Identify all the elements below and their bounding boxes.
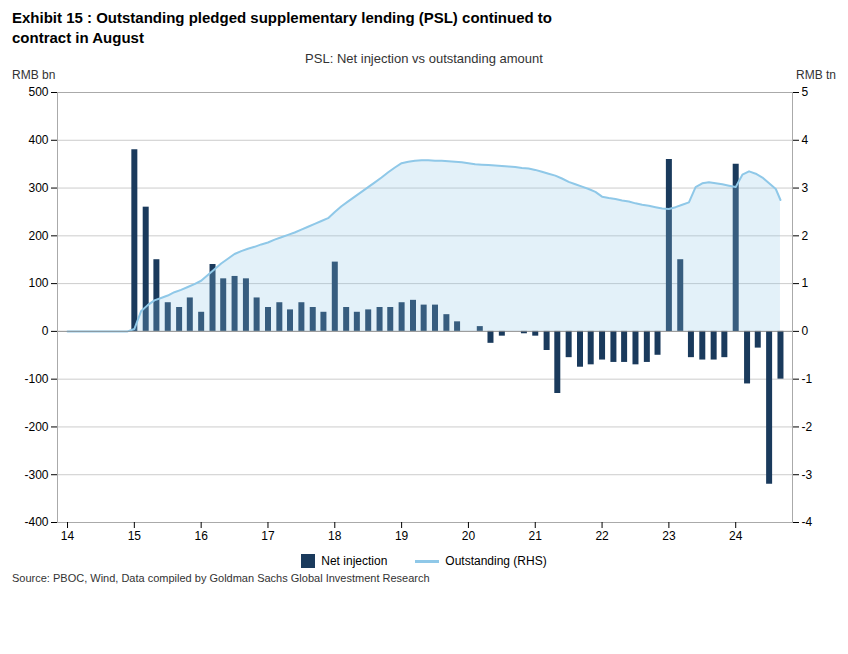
svg-text:1: 1 (802, 276, 809, 290)
svg-text:24: 24 (729, 529, 743, 543)
svg-text:2: 2 (802, 229, 809, 243)
svg-text:-100: -100 (24, 372, 48, 386)
svg-text:500: 500 (28, 85, 48, 99)
svg-text:3: 3 (802, 181, 809, 195)
svg-text:-200: -200 (24, 420, 48, 434)
svg-text:19: 19 (395, 529, 409, 543)
html-text:Source: PBOC, Wind, Data compi: Source: PBOC, Wind, Data compiled by Gol… (12, 572, 430, 584)
svg-text:400: 400 (28, 133, 48, 147)
html-text:Exhibit 15 : Outstanding pledg: Exhibit 15 : Outstanding pledged supplem… (12, 9, 552, 46)
html-text:Outstanding (RHS): Outstanding (RHS) (445, 554, 547, 568)
html-text:Net injection: Net injection (321, 554, 388, 568)
html-text:RMB tn: RMB tn (796, 68, 836, 82)
html-text:PSL: Net injection vs outstand: PSL: Net injection vs outstanding amount (305, 51, 543, 66)
svg-text:15: 15 (128, 529, 142, 543)
svg-text:21: 21 (529, 529, 543, 543)
svg-text:-300: -300 (24, 468, 48, 482)
svg-text:23: 23 (662, 529, 676, 543)
svg-text:-400: -400 (24, 515, 48, 529)
svg-text:16: 16 (194, 529, 208, 543)
svg-text:18: 18 (328, 529, 342, 543)
svg-text:0: 0 (802, 324, 809, 338)
svg-text:200: 200 (28, 229, 48, 243)
svg-text:17: 17 (261, 529, 275, 543)
svg-text:-4: -4 (802, 515, 813, 529)
svg-text:300: 300 (28, 181, 48, 195)
svg-text:-3: -3 (802, 468, 813, 482)
svg-text:14: 14 (61, 529, 75, 543)
svg-text:0: 0 (42, 324, 49, 338)
html-text:RMB bn: RMB bn (12, 68, 56, 82)
svg-text:22: 22 (595, 529, 609, 543)
svg-text:-2: -2 (802, 420, 813, 434)
svg-text:20: 20 (462, 529, 476, 543)
svg-text:5: 5 (802, 85, 809, 99)
svg-text:-1: -1 (802, 372, 813, 386)
svg-text:100: 100 (28, 276, 48, 290)
svg-text:4: 4 (802, 133, 809, 147)
